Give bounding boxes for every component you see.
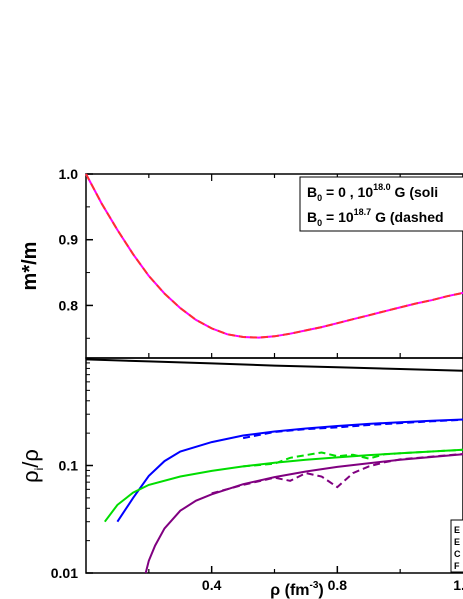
- top-y-tick-label: 1.0: [59, 166, 79, 182]
- bottom-legend-letter-1: E: [454, 525, 460, 535]
- bottom-y-tick-label: 0.01: [51, 565, 78, 581]
- bottom-panel-frame: [85, 357, 463, 574]
- legend-entry-1: B0 = 0 , 1018.0 G (soli: [307, 182, 438, 203]
- bottom-legend-letter-2: E: [454, 537, 460, 547]
- bottom-x-tick-label: 0.4: [202, 577, 222, 593]
- bottom-series-2-solid-line: [116, 418, 463, 523]
- top-series-2-dashed-line: [85, 173, 463, 339]
- bottom-legend-letter-4: F: [454, 561, 460, 571]
- top-series-group: [85, 173, 463, 339]
- bottom-ticks: 0.4 0.8 1.2 0.1 0.01: [51, 362, 463, 593]
- top-legend-box: [299, 176, 463, 232]
- bottom-y-axis-title: ρi/ρ: [18, 449, 46, 483]
- top-y-ticks: 1.0 0.9 0.8: [59, 166, 463, 358]
- bottom-series-4-solid-line: [104, 448, 463, 523]
- bottom-series-5-dashed-line: [243, 448, 463, 468]
- bottom-series-7-dashed-line: [211, 453, 463, 495]
- bottom-legend-box: [450, 519, 463, 573]
- top-legend: B0 = 0 , 1018.0 G (soli B0 = 1018.7 G (d…: [299, 176, 463, 232]
- top-y-axis-title: m*/m: [19, 242, 41, 291]
- bottom-series-3-dashed-line: [242, 418, 463, 440]
- bottom-series-6-solid-line: [144, 453, 463, 574]
- bottom-x-tick-label: 1.2: [453, 577, 463, 593]
- x-axis-title: ρ (fm-3): [270, 580, 323, 599]
- top-y-tick-label: 0.9: [59, 232, 79, 248]
- bottom-series-group: [85, 358, 463, 574]
- bottom-y-tick-label: 0.1: [59, 458, 79, 474]
- legend-entry-2: B0 = 1018.7 G (dashed: [307, 207, 444, 228]
- bottom-legend-letter-3: C: [454, 549, 461, 559]
- bottom-x-tick-label: 0.8: [328, 577, 348, 593]
- bottom-legend-cut: E E C F: [450, 519, 463, 573]
- top-y-tick-label: 0.8: [59, 297, 79, 313]
- bottom-series-1-solid-line: [85, 358, 463, 372]
